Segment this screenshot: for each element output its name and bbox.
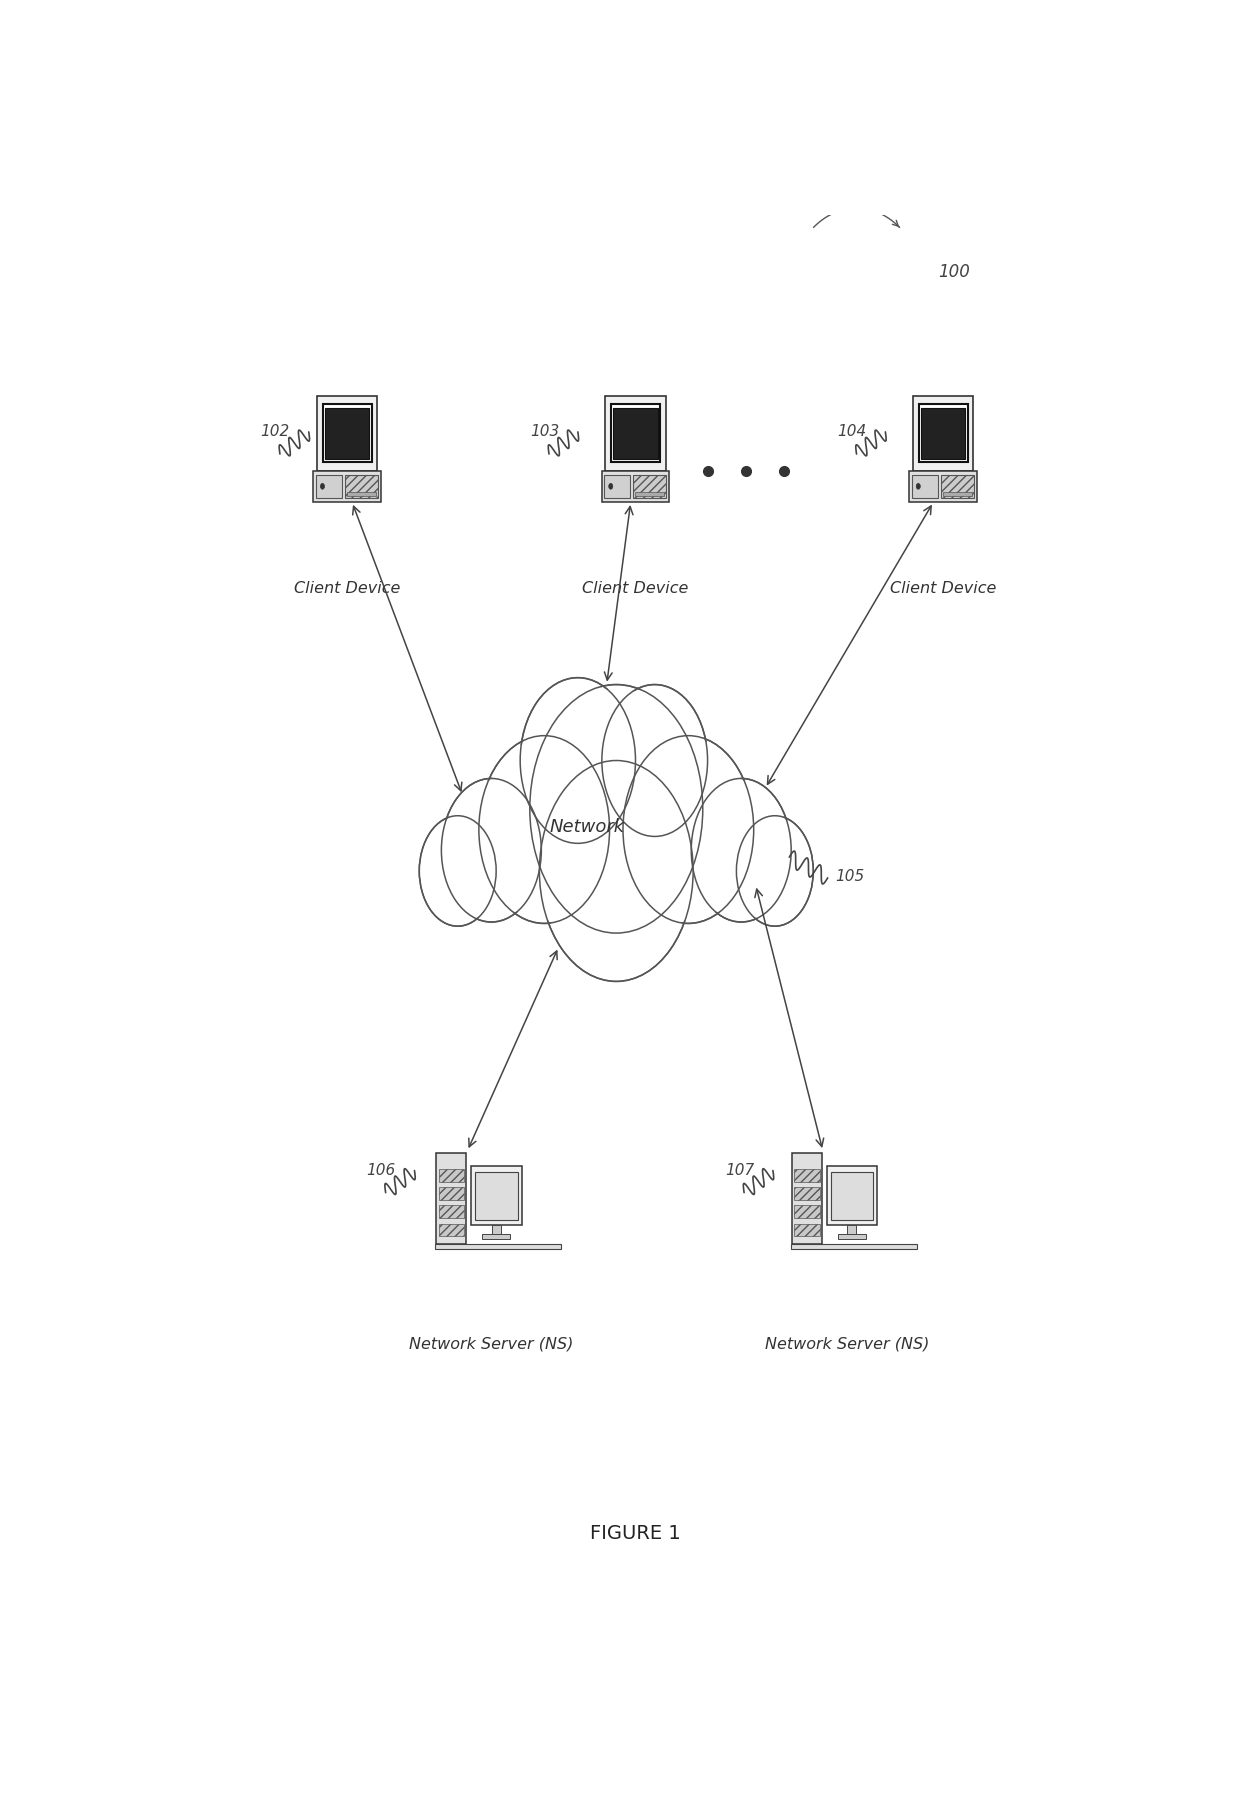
FancyBboxPatch shape (838, 1234, 866, 1239)
FancyBboxPatch shape (795, 1187, 820, 1200)
Text: Client Device: Client Device (583, 581, 688, 595)
Circle shape (521, 678, 635, 843)
FancyBboxPatch shape (317, 396, 377, 470)
Circle shape (522, 680, 634, 841)
FancyBboxPatch shape (792, 1153, 822, 1244)
Text: 105: 105 (836, 868, 864, 884)
Text: Network Server (NS): Network Server (NS) (409, 1336, 574, 1352)
Circle shape (420, 818, 495, 925)
FancyBboxPatch shape (611, 403, 660, 463)
FancyBboxPatch shape (601, 470, 670, 502)
Circle shape (539, 760, 693, 981)
FancyBboxPatch shape (322, 403, 372, 463)
Circle shape (737, 816, 813, 927)
FancyBboxPatch shape (942, 491, 972, 497)
FancyBboxPatch shape (475, 1171, 517, 1219)
FancyBboxPatch shape (795, 1223, 820, 1237)
Circle shape (601, 685, 708, 836)
Circle shape (604, 687, 706, 834)
Circle shape (419, 816, 496, 927)
Circle shape (443, 780, 539, 920)
FancyBboxPatch shape (439, 1223, 464, 1237)
FancyBboxPatch shape (635, 491, 665, 497)
Text: 107: 107 (725, 1162, 754, 1178)
Circle shape (609, 484, 613, 489)
FancyBboxPatch shape (492, 1225, 501, 1234)
Circle shape (691, 778, 791, 922)
Text: 102: 102 (260, 425, 290, 439)
FancyBboxPatch shape (909, 470, 977, 502)
Circle shape (479, 735, 610, 923)
FancyBboxPatch shape (435, 1244, 562, 1248)
Text: Client Device: Client Device (294, 581, 401, 595)
FancyBboxPatch shape (325, 407, 370, 459)
Circle shape (529, 685, 703, 932)
FancyBboxPatch shape (614, 407, 657, 459)
FancyBboxPatch shape (605, 396, 666, 470)
Circle shape (320, 484, 325, 489)
Text: Network: Network (549, 818, 625, 836)
FancyBboxPatch shape (471, 1165, 522, 1225)
FancyBboxPatch shape (795, 1205, 820, 1217)
FancyBboxPatch shape (439, 1169, 464, 1182)
FancyBboxPatch shape (436, 1153, 466, 1244)
FancyBboxPatch shape (439, 1205, 464, 1217)
FancyBboxPatch shape (791, 1244, 916, 1248)
Circle shape (622, 735, 754, 923)
Circle shape (481, 739, 608, 920)
Circle shape (693, 780, 790, 920)
Circle shape (441, 778, 542, 922)
FancyBboxPatch shape (795, 1169, 820, 1182)
Circle shape (625, 739, 751, 920)
Text: Client Device: Client Device (890, 581, 996, 595)
FancyBboxPatch shape (604, 475, 630, 498)
FancyBboxPatch shape (482, 1234, 511, 1239)
FancyBboxPatch shape (941, 475, 973, 498)
FancyBboxPatch shape (347, 491, 376, 497)
FancyBboxPatch shape (913, 396, 973, 470)
FancyBboxPatch shape (634, 475, 666, 498)
FancyBboxPatch shape (439, 1187, 464, 1200)
FancyBboxPatch shape (831, 1171, 873, 1219)
FancyBboxPatch shape (921, 407, 965, 459)
FancyBboxPatch shape (847, 1225, 857, 1234)
Text: 104: 104 (837, 425, 867, 439)
FancyBboxPatch shape (827, 1165, 877, 1225)
Text: 103: 103 (529, 425, 559, 439)
FancyBboxPatch shape (345, 475, 378, 498)
FancyBboxPatch shape (911, 475, 937, 498)
Circle shape (916, 484, 920, 489)
FancyBboxPatch shape (316, 475, 342, 498)
FancyBboxPatch shape (314, 470, 381, 502)
Text: Network Server (NS): Network Server (NS) (765, 1336, 929, 1352)
Circle shape (542, 764, 691, 979)
Text: 100: 100 (939, 264, 970, 282)
Text: 106: 106 (367, 1162, 396, 1178)
Circle shape (738, 818, 812, 925)
Text: FIGURE 1: FIGURE 1 (590, 1524, 681, 1544)
FancyBboxPatch shape (919, 403, 967, 463)
Circle shape (532, 689, 701, 929)
